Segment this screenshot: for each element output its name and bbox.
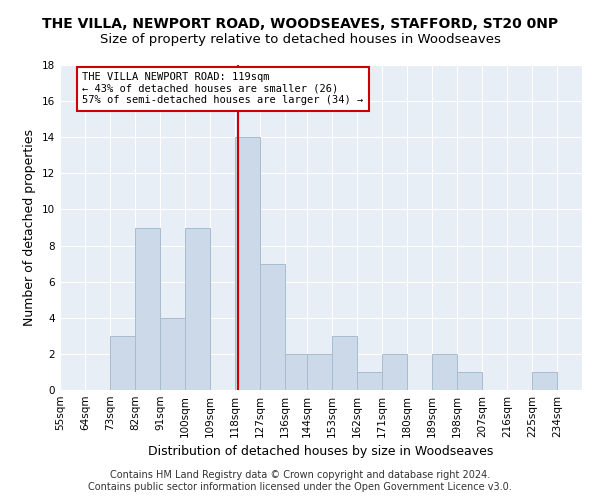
Bar bbox=[332, 336, 357, 390]
Bar bbox=[307, 354, 332, 390]
Text: THE VILLA NEWPORT ROAD: 119sqm
← 43% of detached houses are smaller (26)
57% of : THE VILLA NEWPORT ROAD: 119sqm ← 43% of … bbox=[82, 72, 364, 106]
Bar bbox=[185, 228, 210, 390]
Bar bbox=[260, 264, 285, 390]
Text: Size of property relative to detached houses in Woodseaves: Size of property relative to detached ho… bbox=[100, 32, 500, 46]
Bar bbox=[110, 336, 135, 390]
Bar bbox=[235, 137, 260, 390]
X-axis label: Distribution of detached houses by size in Woodseaves: Distribution of detached houses by size … bbox=[148, 446, 494, 458]
Bar bbox=[135, 228, 160, 390]
Bar bbox=[432, 354, 457, 390]
Bar bbox=[532, 372, 557, 390]
Text: Contains public sector information licensed under the Open Government Licence v3: Contains public sector information licen… bbox=[88, 482, 512, 492]
Bar bbox=[457, 372, 482, 390]
Bar bbox=[382, 354, 407, 390]
Bar bbox=[160, 318, 185, 390]
Text: Contains HM Land Registry data © Crown copyright and database right 2024.: Contains HM Land Registry data © Crown c… bbox=[110, 470, 490, 480]
Bar bbox=[285, 354, 310, 390]
Y-axis label: Number of detached properties: Number of detached properties bbox=[23, 129, 37, 326]
Bar bbox=[357, 372, 382, 390]
Text: THE VILLA, NEWPORT ROAD, WOODSEAVES, STAFFORD, ST20 0NP: THE VILLA, NEWPORT ROAD, WOODSEAVES, STA… bbox=[42, 18, 558, 32]
